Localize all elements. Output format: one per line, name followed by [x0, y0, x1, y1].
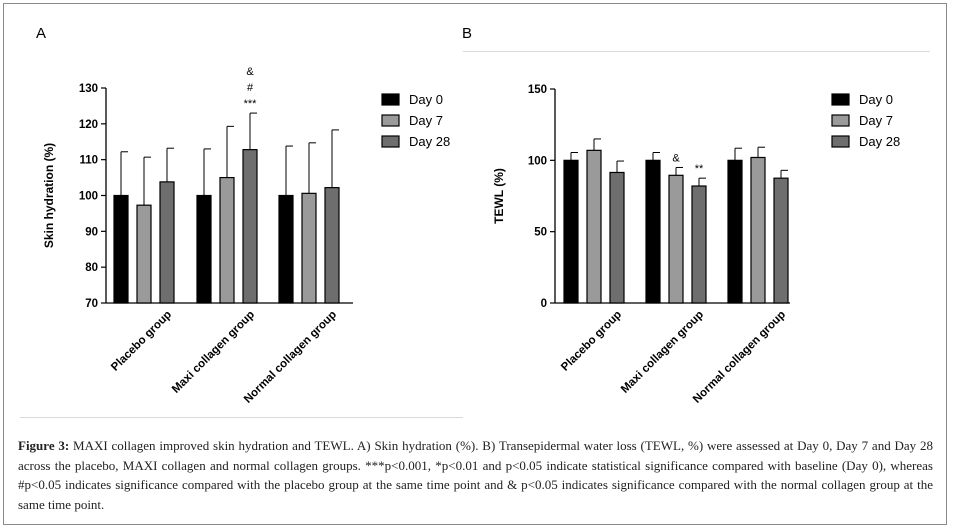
bar — [727, 159, 743, 304]
significance-marker: *** — [244, 98, 258, 110]
legend-swatch — [831, 114, 850, 127]
bar — [645, 159, 661, 304]
y-axis-label: TEWL (%) — [492, 168, 506, 224]
bar — [609, 171, 625, 304]
y-tick-label: 150 — [528, 84, 547, 96]
significance-marker: & — [246, 66, 254, 78]
y-tick-label: 0 — [541, 298, 547, 310]
significance-marker: ** — [695, 163, 704, 175]
panel-b-divider — [463, 51, 930, 52]
bar — [563, 159, 579, 304]
panel-a-label: A — [36, 25, 47, 42]
significance-marker: # — [247, 82, 254, 94]
significance-marker: & — [672, 152, 680, 164]
legend-label: Day 7 — [409, 113, 443, 128]
bar — [586, 149, 602, 304]
y-axis-label: Skin hydration (%) — [42, 143, 56, 248]
y-tick-label: 110 — [79, 155, 98, 167]
y-tick-label: 100 — [79, 191, 98, 203]
y-tick-label: 70 — [85, 298, 98, 310]
bar — [668, 174, 684, 304]
category-label: Placebo group — [559, 309, 624, 374]
y-tick-label: 50 — [534, 227, 547, 239]
bar — [750, 156, 766, 304]
legend-label: Day 0 — [859, 92, 893, 107]
legend-swatch — [381, 93, 400, 106]
y-tick-label: 130 — [79, 83, 98, 95]
bar — [691, 185, 707, 304]
y-tick-label: 90 — [85, 226, 98, 238]
legend-swatch — [831, 135, 850, 148]
legend-label: Day 28 — [859, 134, 900, 149]
legend-swatch — [381, 114, 400, 127]
legend-label: Day 28 — [409, 134, 450, 149]
panel-b-label: B — [462, 25, 473, 42]
bar — [773, 177, 789, 304]
panel-a-divider — [20, 417, 463, 418]
figure-caption: Figure 3: MAXI collagen improved skin hy… — [18, 436, 933, 514]
legend-label: Day 0 — [409, 92, 443, 107]
y-tick-label: 120 — [79, 119, 98, 131]
category-label: Normal collagen group — [691, 309, 788, 406]
y-tick-label: 100 — [528, 155, 547, 167]
y-tick-label: 80 — [85, 262, 98, 274]
legend-label: Day 7 — [859, 113, 893, 128]
legend-swatch — [381, 135, 400, 148]
caption-text: MAXI collagen improved skin hydration an… — [18, 438, 933, 512]
category-label: Maxi collagen group — [619, 309, 706, 396]
legend-swatch — [831, 93, 850, 106]
caption-label: Figure 3: — [18, 438, 70, 453]
